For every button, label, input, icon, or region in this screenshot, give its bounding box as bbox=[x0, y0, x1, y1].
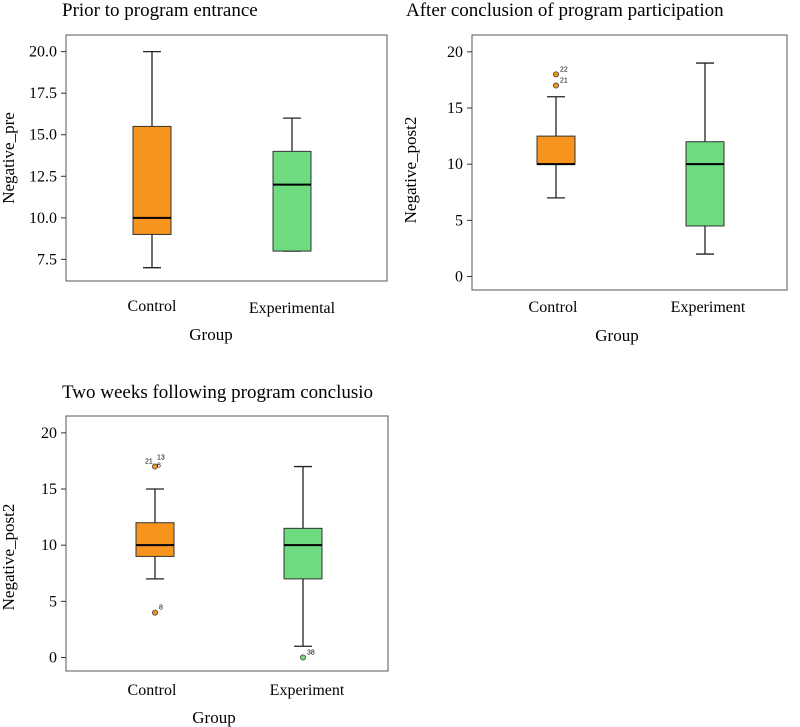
y-tick-label: 20 bbox=[447, 44, 463, 61]
outlier-point bbox=[299, 654, 306, 661]
y-tick-label: 10.0 bbox=[29, 210, 57, 227]
x-tick-label-control: Control bbox=[529, 299, 578, 316]
box bbox=[685, 141, 725, 227]
y-tick-label: 15 bbox=[447, 100, 463, 117]
x-tick-label-experimental: Experimental bbox=[249, 300, 336, 317]
y-tick-label: 0 bbox=[455, 269, 463, 286]
x-axis-label: Group bbox=[189, 325, 232, 344]
y-tick-label: 17.5 bbox=[29, 85, 57, 102]
outlier-label: 21 bbox=[145, 459, 153, 466]
box bbox=[283, 527, 323, 580]
y-tick-label: 10 bbox=[447, 156, 463, 173]
y-tick-label: 5 bbox=[455, 212, 463, 229]
x-axis-label: Group bbox=[192, 708, 235, 727]
panel-pre: Prior to program entrance 7.5 10.0 12.5 15.… bbox=[0, 0, 388, 344]
x-axis-label: Group bbox=[595, 326, 638, 345]
y-tick-label: 10 bbox=[41, 537, 57, 554]
panel-post: After conclusion of program participatio… bbox=[401, 0, 788, 345]
x-tick-label-experiment: Experiment bbox=[671, 299, 746, 316]
box bbox=[132, 125, 172, 235]
y-tick-label: 7.5 bbox=[37, 251, 57, 268]
x-tick-label-experiment: Experiment bbox=[270, 682, 345, 699]
outlier-label: 6 bbox=[157, 463, 161, 470]
outlier-point bbox=[553, 82, 560, 89]
panel-followup: Two weeks following program conclusio 0 5… bbox=[0, 382, 389, 727]
y-tick-label: 20 bbox=[41, 425, 57, 442]
y-axis-label: Negative_post2 bbox=[401, 117, 420, 224]
y-tick-label: 5 bbox=[49, 593, 57, 610]
y-tick-label: 12.5 bbox=[29, 168, 57, 185]
outlier-label: 21 bbox=[560, 78, 568, 85]
box bbox=[272, 150, 312, 252]
outlier-label: 8 bbox=[159, 605, 163, 612]
y-axis-label: Negative_pre bbox=[0, 112, 18, 204]
chart-title: After conclusion of program participatio… bbox=[406, 0, 724, 21]
plot-frame bbox=[65, 34, 388, 282]
y-tick-label: 0 bbox=[49, 650, 57, 667]
plot-frame bbox=[65, 415, 389, 672]
x-tick-label-control: Control bbox=[128, 682, 177, 699]
outlier-point bbox=[151, 463, 158, 470]
y-tick-label: 15 bbox=[41, 481, 57, 498]
outlier-point bbox=[151, 609, 158, 616]
plot-frame bbox=[471, 34, 788, 291]
outlier-point bbox=[553, 71, 560, 78]
outlier-label: 22 bbox=[560, 66, 568, 73]
y-axis-label: Negative_post2 bbox=[0, 504, 18, 611]
outlier-label: 38 bbox=[307, 650, 315, 657]
chart-title: Prior to program entrance bbox=[62, 0, 258, 21]
outlier-label: 13 bbox=[157, 455, 165, 462]
box bbox=[536, 135, 576, 165]
y-tick-label: 20.0 bbox=[29, 44, 57, 61]
chart-title: Two weeks following program conclusio bbox=[62, 382, 373, 403]
box bbox=[135, 522, 175, 557]
y-tick-label: 15.0 bbox=[29, 127, 57, 144]
x-tick-label-control: Control bbox=[128, 298, 177, 315]
